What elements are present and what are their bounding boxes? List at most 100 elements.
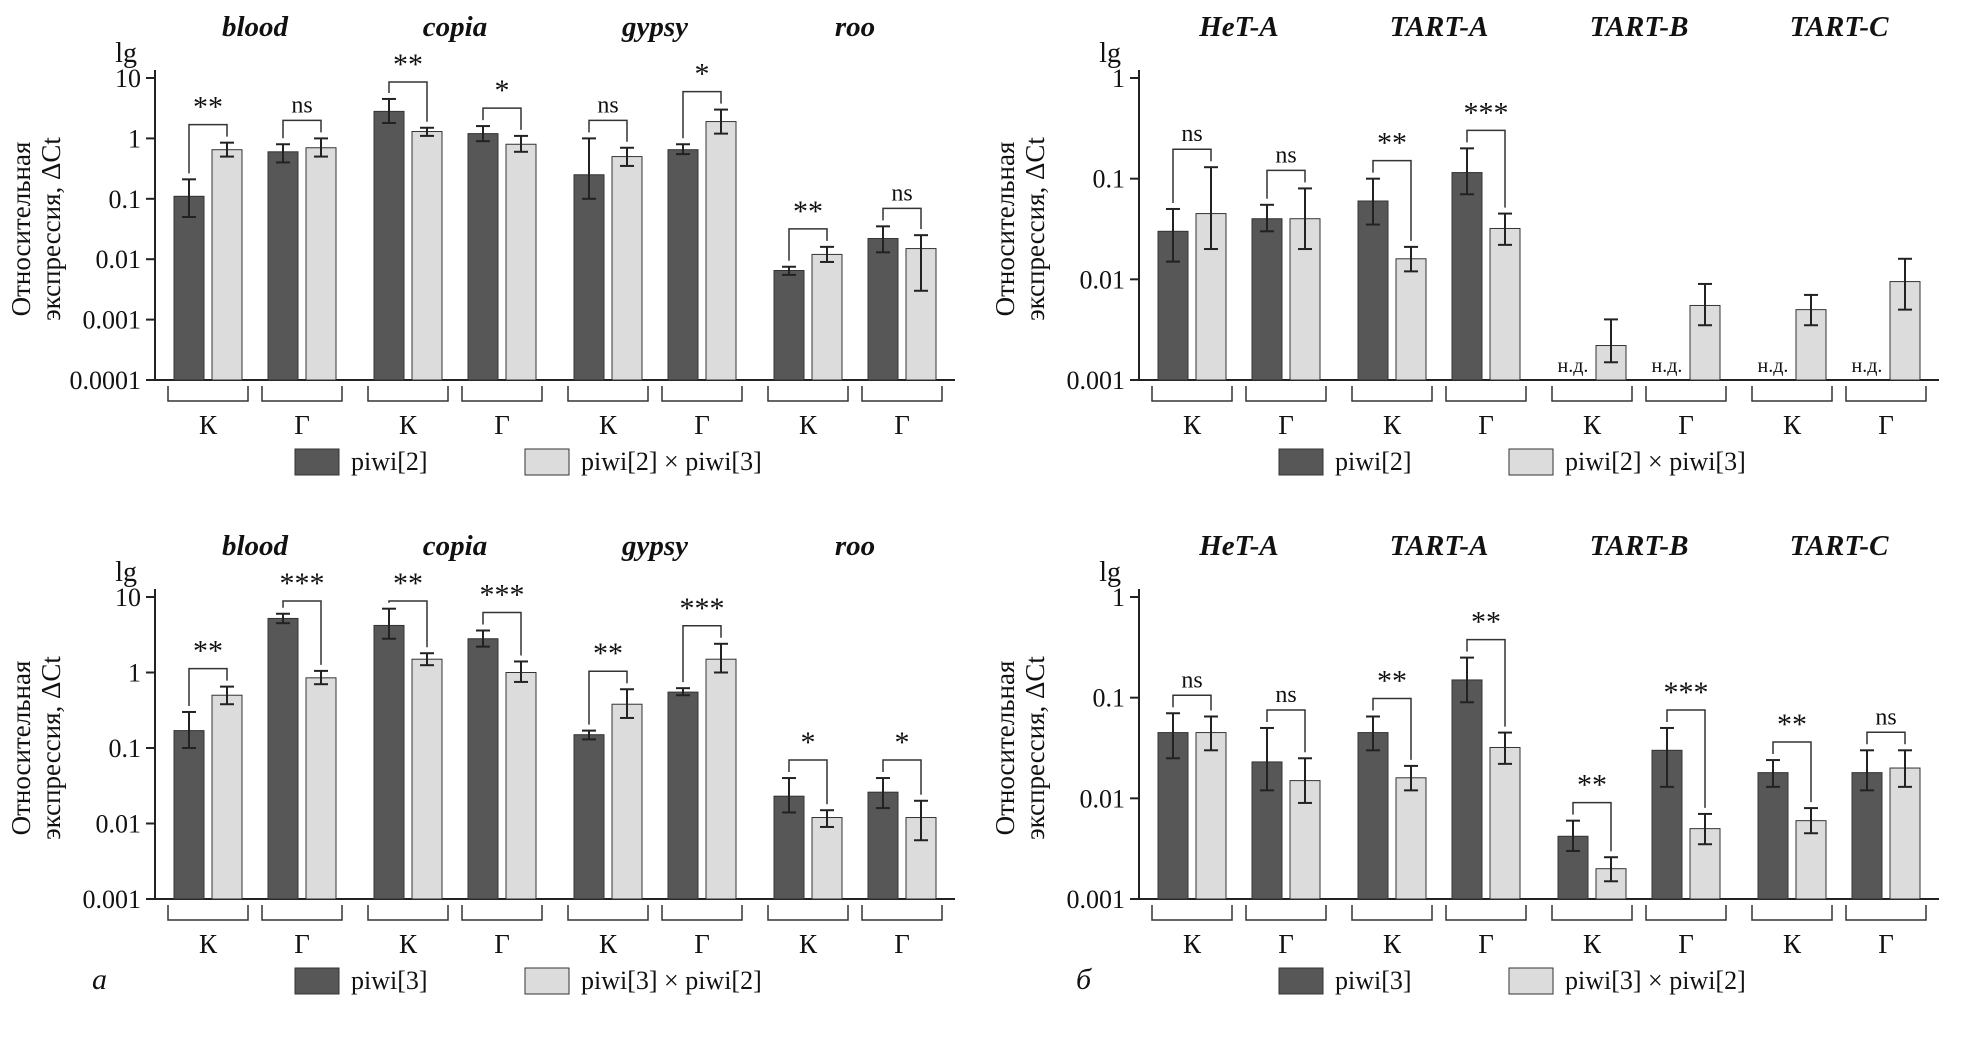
bar-mutant xyxy=(267,617,299,900)
bar-cross xyxy=(211,694,243,900)
y-axis-label: Относительнаяэкспрессия, ΔCt xyxy=(6,656,66,840)
top-row: Относительнаяэкспрессия, ΔCt lg 10 1 0.1 0.01… xyxy=(6,11,1939,476)
condition-label: Г xyxy=(294,410,310,440)
sig-bracket xyxy=(1572,801,1612,852)
sig-label: ** xyxy=(1777,708,1807,741)
y-tick-label: 0.01 xyxy=(1080,784,1126,813)
pair-bracket xyxy=(567,905,649,921)
bar-cross xyxy=(411,131,443,381)
sig-label: *** xyxy=(1664,676,1709,709)
y-tick-label: 0.1 xyxy=(1093,684,1126,713)
bar-cross xyxy=(1489,227,1521,381)
sig-bracket xyxy=(788,759,828,805)
group-title: gypsy xyxy=(621,530,688,562)
sig-label: ns xyxy=(291,92,312,118)
sig-label: ** xyxy=(193,91,223,124)
legend-swatch-dark xyxy=(1278,448,1324,476)
legend-label: piwi[2] × piwi[3] xyxy=(581,447,762,476)
pair-bracket xyxy=(861,905,943,921)
y-axis-label: Относительнаяэкспрессия, ΔCt xyxy=(990,137,1050,321)
sig-bracket xyxy=(1372,697,1412,760)
y-tick-label: 10 xyxy=(115,583,141,612)
bar-mutant xyxy=(667,149,699,381)
sig-bracket xyxy=(1172,148,1212,203)
y-tick-label: 0.0001 xyxy=(70,366,142,395)
y-tick-label: 1 xyxy=(128,124,141,153)
legend-label: piwi[2] × piwi[3] xyxy=(1565,447,1746,476)
sig-label: *** xyxy=(480,578,525,611)
sig-bracket xyxy=(882,759,922,795)
legend-swatch-light xyxy=(524,967,570,995)
bottom-row: Относительнаяэкспрессия, ΔCt lg 10 1 0.1 0.01… xyxy=(0,519,1968,1038)
group-title: TART-B xyxy=(1590,11,1689,43)
pair-bracket xyxy=(1845,905,1927,921)
sig-bracket xyxy=(1266,169,1306,199)
bar-cross xyxy=(505,672,537,900)
condition-label: К xyxy=(199,410,218,440)
panel-letter: б xyxy=(1076,963,1092,996)
sig-bracket xyxy=(1666,709,1706,808)
y-tick-label: 1 xyxy=(1112,583,1125,612)
condition-label: К xyxy=(599,929,618,959)
bar-cross xyxy=(1395,777,1427,900)
sig-label: * xyxy=(895,726,910,759)
group-title: TART-A xyxy=(1390,530,1489,562)
sig-bracket xyxy=(1866,731,1906,745)
sig-label: ns xyxy=(1181,667,1202,693)
condition-label: К xyxy=(1383,929,1402,959)
bar-cross xyxy=(411,658,443,900)
y-axis-label: Относительнаяэкспрессия, ΔCt xyxy=(6,137,66,321)
bar-cross xyxy=(1489,746,1521,900)
sig-label: *** xyxy=(280,567,325,600)
y-tick-label: 0.001 xyxy=(83,885,142,914)
group-title: HeT-A xyxy=(1198,11,1278,43)
pair-bracket xyxy=(1845,386,1927,402)
scale-label: lg xyxy=(1099,557,1121,588)
condition-label: Г xyxy=(1678,410,1694,440)
bar-cross xyxy=(611,703,643,900)
condition-label: Г xyxy=(1478,929,1494,959)
sig-bracket xyxy=(482,107,522,130)
bar-cross xyxy=(1889,281,1921,381)
legend-swatch-dark xyxy=(294,448,340,476)
bar-mutant xyxy=(667,691,699,900)
condition-label: Г xyxy=(294,929,310,959)
bar-mutant xyxy=(1451,172,1483,381)
sig-bracket xyxy=(282,600,322,665)
sig-bracket xyxy=(188,123,228,174)
bar-cross xyxy=(211,149,243,381)
bar-mutant xyxy=(867,791,899,900)
sig-label: * xyxy=(695,58,710,91)
pair-bracket xyxy=(1151,386,1233,402)
sig-label: ns xyxy=(597,92,618,118)
bar-mutant xyxy=(173,195,205,381)
pair-bracket xyxy=(461,386,543,402)
sig-label: ** xyxy=(393,567,423,600)
condition-label: Г xyxy=(894,929,910,959)
scale-label: lg xyxy=(115,38,137,69)
condition-label: Г xyxy=(494,410,510,440)
y-axis-label: Относительнаяэкспрессия, ΔCt xyxy=(990,656,1050,840)
pair-bracket xyxy=(1645,386,1727,402)
pair-bracket xyxy=(1245,905,1327,921)
group-title: TART-B xyxy=(1590,530,1689,562)
nd-label: н.д. xyxy=(1758,355,1789,377)
panel-b-bottom-chart: Относительнаяэкспрессия, ΔCt lg1 0.1 0.01 0.… xyxy=(990,530,1939,996)
legend-swatch-light xyxy=(1508,967,1554,995)
legend-label: piwi[3] xyxy=(351,966,428,995)
condition-label: Г xyxy=(1278,410,1294,440)
sig-label: ** xyxy=(1577,769,1607,802)
pair-bracket xyxy=(1551,905,1633,921)
group-title: copia xyxy=(423,11,487,43)
scale-label: lg xyxy=(1099,38,1121,69)
bar-cross xyxy=(811,817,843,900)
sig-label: ** xyxy=(1377,127,1407,160)
pair-bracket xyxy=(261,905,343,921)
pair-bracket xyxy=(1645,905,1727,921)
condition-label: К xyxy=(1383,410,1402,440)
bar-cross xyxy=(705,121,737,381)
group-title: roo xyxy=(835,530,875,562)
sig-label: ** xyxy=(193,635,223,668)
legend-swatch-light xyxy=(524,448,570,476)
